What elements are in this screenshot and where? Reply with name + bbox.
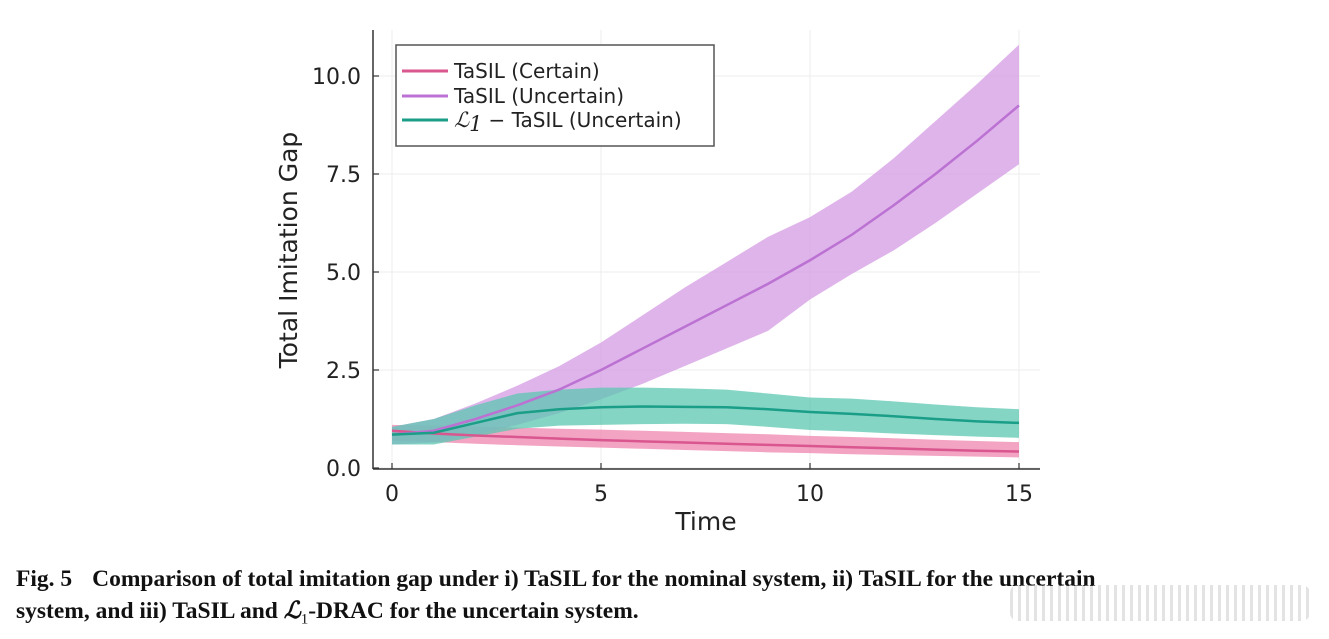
confidence-bands: [392, 44, 1019, 458]
legend: TaSIL (Certain) TaSIL (Uncertain) ℒ1 − Ta…: [395, 44, 715, 147]
caption-text-2b: -DRAC for the uncertain system.: [308, 598, 639, 624]
chart: 0 5 10 15 0.0 2.5 5.0 7.5 10.0 Time Total Imita…: [274, 30, 1040, 536]
series-lines: [391, 104, 1020, 453]
line-l1-tasil-uncertain: [391, 405, 1020, 436]
y-axis-label: Total Imitation Gap: [274, 132, 303, 370]
line-tasil-uncertain: [391, 104, 1020, 436]
axes: [372, 30, 1040, 470]
legend-l1-subscript: 1: [469, 112, 482, 136]
legend-l1-symbol: ℒ: [454, 108, 470, 132]
x-tick-label: 15: [1005, 482, 1033, 507]
band-tasil-uncertain: [392, 44, 1019, 445]
y-ticks: 0.0 2.5 5.0 7.5 10.0: [312, 65, 379, 482]
caption-text-2a: system, and iii) TaSIL and: [16, 598, 284, 624]
caption-line-2: system, and iii) TaSIL and ℒ1-DRAC for t…: [16, 595, 1326, 636]
legend-box: [395, 44, 715, 147]
band-l1-tasil-uncertain: [392, 387, 1019, 445]
watermark: [1010, 585, 1310, 621]
figure-caption: Fig. 5 Comparison of total imitation gap …: [16, 563, 1326, 636]
x-ticks: 0 5 10 15: [385, 463, 1033, 507]
legend-label-tasil-uncertain: TaSIL (Uncertain): [453, 84, 624, 108]
x-tick-label: 0: [385, 482, 399, 507]
y-tick-label: 2.5: [326, 359, 361, 384]
caption-line-1: Fig. 5 Comparison of total imitation gap …: [16, 563, 1326, 595]
caption-l1-subscript: 1: [300, 611, 309, 628]
y-tick-label: 10.0: [312, 65, 361, 90]
y-tick-label: 5.0: [326, 261, 361, 286]
x-tick-label: 10: [796, 482, 824, 507]
x-tick-label: 5: [594, 482, 608, 507]
caption-text-1: Comparison of total imitation gap under …: [92, 566, 1096, 592]
legend-label-tasil-certain: TaSIL (Certain): [453, 59, 600, 83]
line-tasil-certain: [391, 429, 1020, 453]
y-tick-label: 7.5: [326, 163, 361, 188]
x-axis-label: Time: [674, 507, 736, 536]
figure-number: Fig. 5: [16, 566, 73, 592]
y-tick-label: 0.0: [326, 457, 361, 482]
caption-l1-symbol: ℒ: [283, 598, 301, 624]
band-tasil-certain: [392, 424, 1019, 458]
legend-label-l1-tasil: ℒ1 − TaSIL (Uncertain): [454, 108, 682, 136]
legend-l1-rest: − TaSIL (Uncertain): [489, 108, 682, 132]
